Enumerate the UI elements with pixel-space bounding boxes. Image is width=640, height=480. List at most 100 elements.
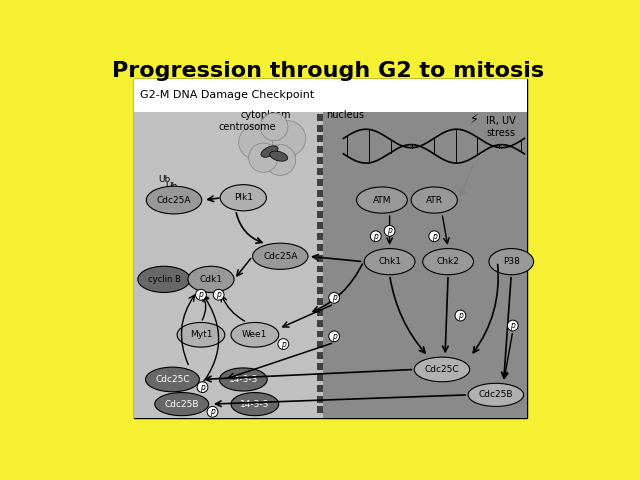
Text: Cdc25C: Cdc25C (155, 375, 190, 384)
Text: 14-3-3: 14-3-3 (240, 399, 269, 408)
Bar (317, 190, 323, 197)
Circle shape (239, 125, 273, 159)
Ellipse shape (269, 151, 288, 161)
Text: centrosome: centrosome (218, 122, 276, 132)
Ellipse shape (177, 323, 225, 347)
Text: Cdc25A: Cdc25A (263, 252, 298, 261)
Text: G2-M DNA Damage Checkpoint: G2-M DNA Damage Checkpoint (140, 90, 314, 99)
Bar (317, 287, 323, 294)
Ellipse shape (414, 357, 470, 382)
Ellipse shape (188, 266, 234, 292)
Bar (317, 157, 323, 164)
Text: ATM: ATM (372, 195, 391, 204)
Text: 14-3-3: 14-3-3 (228, 375, 258, 384)
Bar (317, 374, 323, 381)
Bar (317, 114, 323, 121)
Bar (323, 111, 527, 418)
Text: cytoplasm: cytoplasm (241, 110, 291, 120)
Ellipse shape (231, 323, 279, 347)
Bar (317, 146, 323, 153)
Ellipse shape (220, 185, 266, 211)
Text: Ub: Ub (171, 190, 183, 199)
Bar (134, 79, 527, 418)
Ellipse shape (411, 187, 458, 213)
Ellipse shape (231, 393, 279, 416)
Text: nucleus: nucleus (326, 110, 364, 120)
Bar (317, 276, 323, 283)
Bar (317, 309, 323, 316)
Ellipse shape (468, 384, 524, 407)
Bar (317, 363, 323, 370)
Text: p: p (281, 339, 286, 348)
Text: Chk2: Chk2 (436, 257, 460, 266)
Bar (317, 298, 323, 305)
Text: Chk1: Chk1 (378, 257, 401, 266)
Bar (317, 222, 323, 229)
Circle shape (207, 407, 218, 417)
Bar (134, 111, 323, 418)
Text: Progression through G2 to mitosis: Progression through G2 to mitosis (112, 61, 544, 82)
Text: Myt1: Myt1 (189, 330, 212, 339)
Text: p: p (510, 321, 515, 330)
Bar (317, 244, 323, 251)
Circle shape (265, 144, 296, 175)
Circle shape (329, 292, 340, 303)
Text: Cdc25B: Cdc25B (164, 399, 199, 408)
Ellipse shape (138, 266, 190, 292)
Bar (317, 331, 323, 337)
Text: p: p (216, 290, 221, 299)
Text: ⚡: ⚡ (470, 113, 479, 126)
Ellipse shape (147, 186, 202, 214)
Circle shape (213, 289, 224, 300)
Bar (317, 407, 323, 413)
Text: Ub: Ub (159, 175, 171, 184)
Bar (317, 125, 323, 132)
Text: p: p (210, 408, 215, 416)
Bar (317, 385, 323, 392)
Circle shape (371, 231, 381, 241)
Text: p: p (198, 290, 204, 299)
Text: Cdc25A: Cdc25A (157, 195, 191, 204)
Text: Plk1: Plk1 (234, 193, 253, 202)
Bar (317, 352, 323, 359)
Ellipse shape (155, 393, 209, 416)
Circle shape (329, 331, 340, 342)
Circle shape (196, 289, 206, 300)
Circle shape (429, 231, 440, 241)
Bar (317, 179, 323, 186)
Circle shape (249, 143, 278, 172)
Ellipse shape (220, 368, 267, 391)
Text: p: p (200, 383, 205, 392)
Ellipse shape (356, 187, 407, 213)
Text: p: p (332, 293, 337, 302)
Ellipse shape (422, 249, 474, 275)
Text: p: p (432, 232, 436, 241)
Text: Cdc25B: Cdc25B (479, 390, 513, 399)
Circle shape (248, 121, 297, 171)
Circle shape (197, 382, 208, 393)
Circle shape (508, 320, 518, 331)
Bar (317, 211, 323, 218)
Ellipse shape (489, 249, 534, 275)
Text: p: p (332, 332, 337, 341)
Bar (317, 396, 323, 403)
Text: IR, UV
stress: IR, UV stress (486, 116, 516, 138)
Bar (317, 341, 323, 348)
Text: p: p (387, 227, 392, 235)
Circle shape (270, 121, 306, 156)
Text: p: p (373, 232, 378, 241)
Ellipse shape (145, 367, 200, 392)
Circle shape (384, 226, 395, 236)
Bar (317, 320, 323, 327)
Ellipse shape (253, 243, 308, 269)
Bar (317, 168, 323, 175)
Text: Wee1: Wee1 (242, 330, 268, 339)
Circle shape (260, 113, 288, 141)
Bar (317, 135, 323, 143)
Text: Ub: Ub (164, 182, 177, 192)
Text: ATR: ATR (426, 195, 443, 204)
Ellipse shape (364, 249, 415, 275)
Circle shape (455, 310, 466, 321)
Circle shape (278, 339, 289, 349)
Text: Cdk1: Cdk1 (200, 275, 223, 284)
